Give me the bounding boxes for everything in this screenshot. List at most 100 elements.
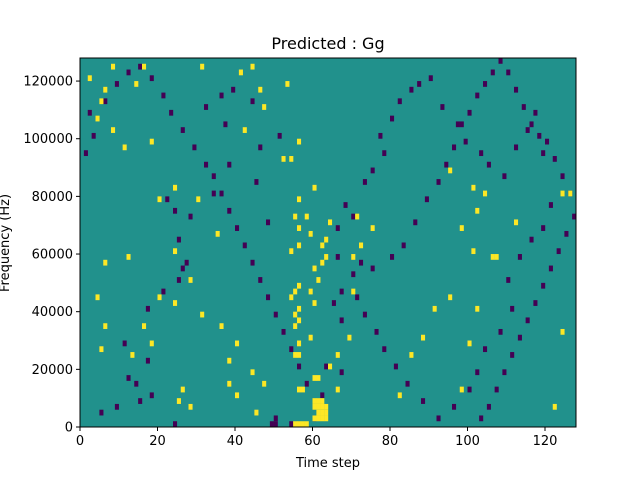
heatmap-cell-high xyxy=(324,254,329,260)
heatmap-cell-high xyxy=(297,242,302,249)
heatmap-cell-high xyxy=(297,282,302,289)
y-tick-label: 80000 xyxy=(32,190,73,205)
heatmap-cell-low xyxy=(176,236,181,243)
heatmap-cell-low xyxy=(87,109,92,116)
heatmap-cell-low xyxy=(479,415,484,422)
heatmap-cell-low xyxy=(161,288,166,295)
heatmap-cell-high xyxy=(173,184,178,191)
heatmap-cell-low xyxy=(490,69,495,76)
heatmap-cell-high xyxy=(188,403,193,410)
heatmap-cell-high xyxy=(475,305,480,312)
heatmap-cell-low xyxy=(572,213,577,220)
heatmap-cell-low xyxy=(510,305,515,312)
heatmap-cell-low xyxy=(331,300,336,306)
heatmap-cell-low xyxy=(335,225,340,231)
heatmap-cell-low xyxy=(502,173,507,180)
y-axis-label: Frequency (Hz) xyxy=(0,194,13,292)
x-axis-label: Time step xyxy=(295,456,360,471)
heatmap-cell-low xyxy=(548,265,553,272)
y-tick-label: 120000 xyxy=(23,75,73,90)
y-tick-label: 40000 xyxy=(32,305,73,320)
heatmap-cell-low xyxy=(533,300,538,306)
heatmap-cell-low xyxy=(351,213,356,220)
heatmap-cell-low xyxy=(273,311,278,318)
heatmap-cell-low xyxy=(452,144,457,151)
heatmap-cell-high xyxy=(355,213,360,220)
heatmap-cell-high xyxy=(397,392,402,399)
x-tick-label: 100 xyxy=(455,434,480,449)
heatmap-cell-high xyxy=(297,305,302,312)
heatmap-cell-low xyxy=(463,138,468,145)
heatmap-cell-high xyxy=(552,403,557,410)
heatmap-cell-low xyxy=(126,375,131,381)
heatmap-cell-low xyxy=(83,150,88,157)
heatmap-cell-low xyxy=(114,81,119,87)
heatmap-cell-low xyxy=(289,346,294,353)
heatmap-cell-low xyxy=(192,144,197,151)
heatmap-cell-low xyxy=(223,121,228,128)
heatmap-cell-high xyxy=(289,248,294,255)
heatmap-cell-high xyxy=(324,403,329,410)
heatmap-cell-high xyxy=(293,213,298,220)
heatmap-cell-high xyxy=(103,323,108,329)
heatmap-cell-low xyxy=(529,121,534,128)
heatmap-cell-high xyxy=(297,196,302,203)
heatmap-cell-low xyxy=(428,75,433,82)
heatmap-cell-high xyxy=(300,421,305,427)
heatmap-cell-high xyxy=(157,196,162,203)
heatmap-cell-high xyxy=(421,334,426,341)
heatmap-cell-high xyxy=(250,369,255,376)
heatmap-cell-high xyxy=(173,248,178,255)
heatmap-cell-high xyxy=(289,294,294,301)
heatmap-cell-low xyxy=(374,328,379,335)
heatmap-cell-high xyxy=(293,352,298,358)
heatmap-cell-high xyxy=(467,340,472,347)
heatmap-cell-high xyxy=(308,334,313,341)
heatmap-cell-high xyxy=(122,144,127,151)
heatmap-cell-high xyxy=(176,398,181,404)
heatmap-cell-low xyxy=(320,392,325,399)
heatmap-cell-low xyxy=(273,415,278,422)
heatmap-cell-high xyxy=(95,294,100,301)
heatmap-cell-low xyxy=(517,254,522,260)
heatmap-cell-low xyxy=(548,202,553,208)
heatmap-cell-low xyxy=(382,150,387,157)
heatmap-cell-low xyxy=(517,334,522,341)
heatmap-cell-low xyxy=(184,259,189,266)
heatmap-cell-low xyxy=(149,75,154,82)
heatmap-cell-high xyxy=(293,421,298,427)
heatmap-cell-high xyxy=(312,184,317,191)
heatmap-cell-low xyxy=(169,109,174,116)
heatmap-cell-high xyxy=(494,254,499,260)
heatmap-cell-low xyxy=(242,242,247,249)
heatmap-cell-high xyxy=(126,254,131,260)
heatmap-cell-high xyxy=(459,225,464,231)
heatmap-cell-low xyxy=(339,288,344,295)
heatmap-cell-high xyxy=(254,409,259,416)
heatmap-cell-high xyxy=(235,340,240,347)
heatmap-cell-low xyxy=(362,311,367,318)
heatmap-cell-low xyxy=(541,282,546,289)
heatmap-cell-low xyxy=(297,363,302,370)
heatmap-cell-low xyxy=(173,207,178,214)
heatmap-cell-low xyxy=(409,86,414,93)
heatmap-cell-low xyxy=(126,69,131,76)
heatmap-cell-high xyxy=(238,69,243,76)
heatmap-cell-low xyxy=(417,81,422,87)
heatmap-cell-high xyxy=(134,81,139,87)
heatmap-cell-high xyxy=(293,311,298,318)
heatmap-cell-high xyxy=(320,242,325,249)
heatmap-cell-low xyxy=(145,305,150,312)
heatmap-cell-low xyxy=(204,161,209,168)
heatmap-cell-high xyxy=(111,127,116,133)
heatmap-cell-low xyxy=(250,98,255,105)
heatmap-cell-high xyxy=(180,386,185,393)
heatmap-cell-high xyxy=(351,288,356,295)
heatmap-cell-low xyxy=(459,121,464,128)
heatmap-cell-low xyxy=(552,156,557,162)
heatmap-cell-low xyxy=(393,363,398,370)
heatmap-cell-low xyxy=(165,196,170,203)
heatmap-cell-low xyxy=(289,421,294,427)
heatmap-cell-high xyxy=(111,63,116,70)
heatmap-cell-high xyxy=(200,63,205,70)
